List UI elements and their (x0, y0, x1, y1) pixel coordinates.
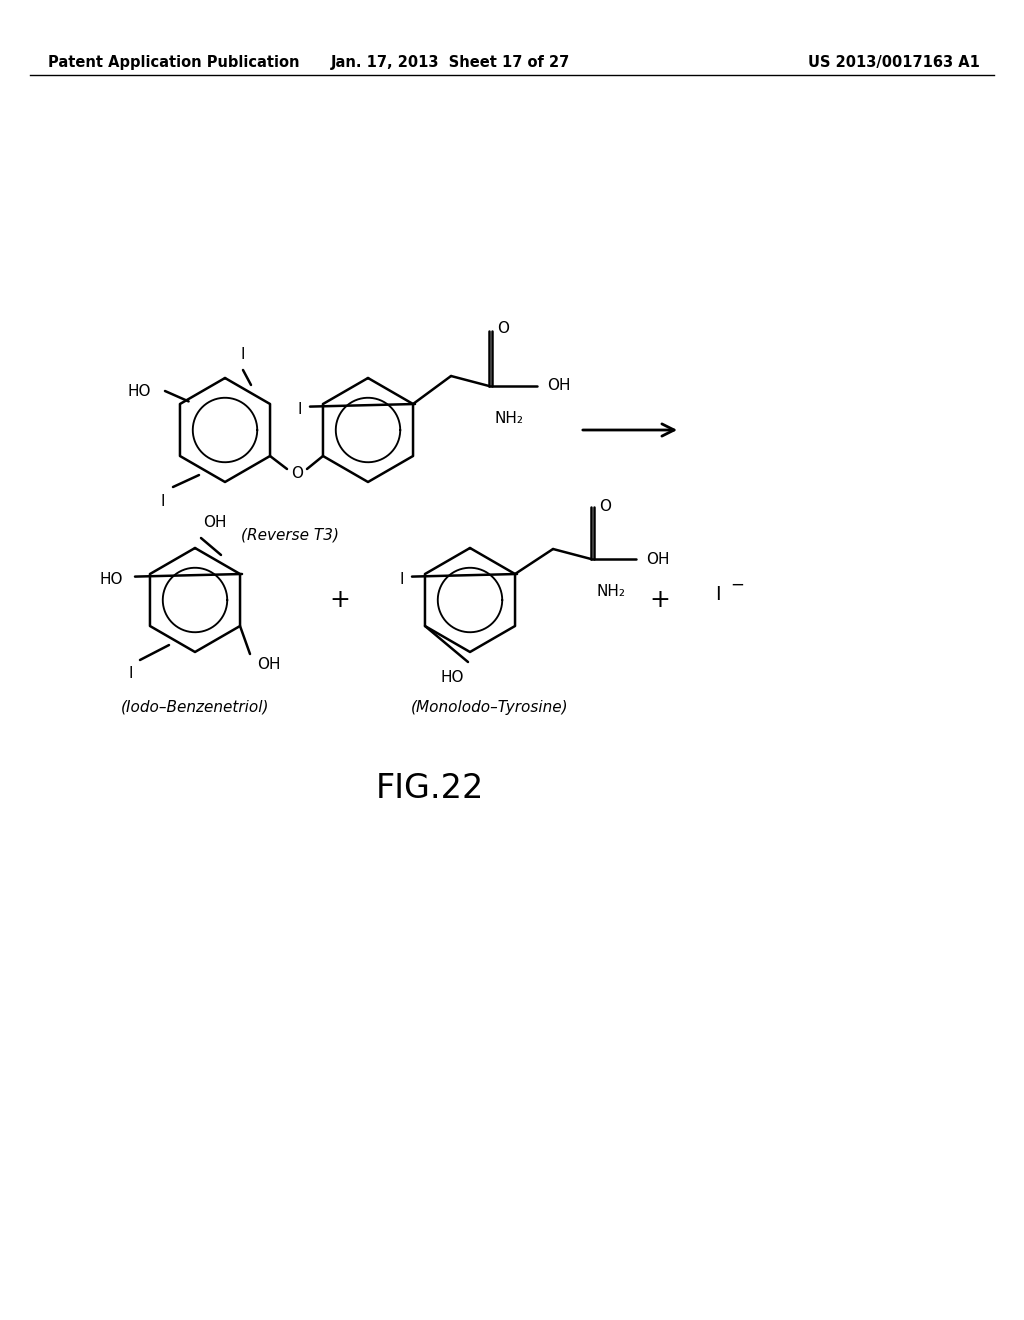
Text: +: + (330, 587, 350, 612)
Text: (Iodo–Benzenetriol): (Iodo–Benzenetriol) (121, 700, 269, 715)
Text: NH₂: NH₂ (596, 583, 625, 599)
Text: I: I (241, 347, 246, 362)
Text: Jan. 17, 2013  Sheet 17 of 27: Jan. 17, 2013 Sheet 17 of 27 (331, 54, 569, 70)
Text: (Monolodo–Tyrosine): (Monolodo–Tyrosine) (412, 700, 568, 715)
Text: (Reverse T3): (Reverse T3) (241, 527, 339, 543)
Text: NH₂: NH₂ (494, 411, 523, 426)
Text: I: I (298, 401, 302, 417)
Text: I: I (399, 572, 404, 586)
Text: I: I (128, 667, 133, 681)
Text: OH: OH (257, 657, 281, 672)
Text: OH: OH (547, 379, 570, 393)
Text: I: I (161, 494, 165, 510)
Text: FIG.22: FIG.22 (376, 772, 484, 805)
Text: O: O (291, 466, 303, 482)
Text: −: − (730, 576, 743, 594)
Text: O: O (497, 321, 509, 337)
Text: US 2013/0017163 A1: US 2013/0017163 A1 (808, 54, 980, 70)
Text: HO: HO (99, 572, 123, 586)
Text: O: O (599, 499, 611, 513)
Text: OH: OH (203, 515, 226, 531)
Text: I: I (715, 586, 721, 605)
Text: HO: HO (440, 671, 464, 685)
Text: +: + (649, 587, 671, 612)
Text: HO: HO (128, 384, 151, 399)
Text: OH: OH (646, 552, 670, 566)
Text: Patent Application Publication: Patent Application Publication (48, 54, 299, 70)
